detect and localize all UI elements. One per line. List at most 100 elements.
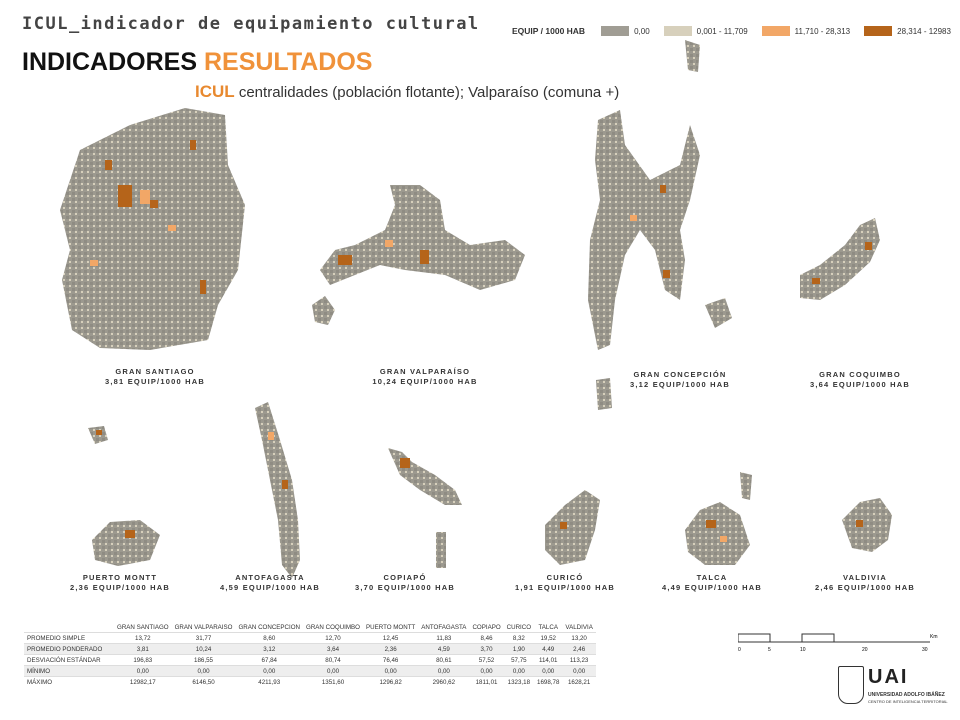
table-cell: 31,77 <box>171 632 236 644</box>
table-cell: 2,46 <box>562 643 596 655</box>
city-name: COPIAPÓ <box>383 573 427 582</box>
table-cell: 0,00 <box>235 665 304 677</box>
table-cell: 1628,21 <box>562 676 596 687</box>
map-gran-concepcion <box>588 40 732 410</box>
city-label-gran-concepcion: GRAN CONCEPCIÓN 3,12 EQUIP/1000 HAB <box>610 370 750 390</box>
legend-label: 0,00 <box>634 26 650 36</box>
row-label: PROMEDIO SIMPLE <box>24 632 114 644</box>
legend-label: 11,710 - 28,313 <box>794 26 851 36</box>
logo-line-1: UNIVERSIDAD ADOLFO IBÁÑEZ <box>868 692 945 698</box>
section-title-part-1: INDICADORES <box>22 48 198 76</box>
table-cell: 0,00 <box>534 665 563 677</box>
scale-tick: 5 <box>768 647 771 653</box>
table-cell: 57,52 <box>469 654 504 666</box>
city-label-copiapo: COPIAPÓ 3,70 EQUIP/1000 HAB <box>340 573 470 593</box>
table-cell: 67,84 <box>235 654 304 666</box>
table-column-header: GRAN VALPARAISO <box>171 622 236 633</box>
legend-item: 11,710 - 28,313 <box>761 26 851 36</box>
table-cell: 3,12 <box>235 643 304 655</box>
table-cell: 8,46 <box>469 632 504 644</box>
city-value: 3,70 EQUIP/1000 HAB <box>355 583 455 592</box>
table-cell: 8,60 <box>235 632 304 644</box>
city-name: VALDIVIA <box>842 573 888 582</box>
city-value: 2,46 EQUIP/1000 HAB <box>815 583 915 592</box>
scale-tick: 30 <box>922 647 928 653</box>
table-column-header: VALDIVIA <box>562 622 596 633</box>
table-column-header: GRAN COQUIMBO <box>303 622 363 633</box>
city-name: CURICÓ <box>546 573 584 582</box>
table-cell: 12,45 <box>363 632 419 644</box>
city-value: 4,59 EQUIP/1000 HAB <box>220 583 320 592</box>
scale-unit: Km <box>930 634 938 640</box>
city-value: 3,81 EQUIP/1000 HAB <box>105 377 205 386</box>
city-label-gran-santiago: GRAN SANTIAGO 3,81 EQUIP/1000 HAB <box>90 367 220 387</box>
table-cell: 0,00 <box>171 665 236 677</box>
table-cell: 1296,82 <box>363 676 419 687</box>
table-cell: 0,00 <box>469 665 504 677</box>
table-cell: 0,00 <box>363 665 419 677</box>
map-curico <box>545 490 600 565</box>
table-column-header: TALCA <box>534 622 563 633</box>
legend-label: 0,001 - 11,709 <box>696 26 748 36</box>
section-title-part-2: RESULTADOS <box>203 48 373 76</box>
city-value: 10,24 EQUIP/1000 HAB <box>372 377 478 386</box>
city-value: 4,49 EQUIP/1000 HAB <box>662 583 762 592</box>
city-value: 3,12 EQUIP/1000 HAB <box>630 380 730 389</box>
table-column-header: GRAN SANTIAGO <box>114 622 172 633</box>
legend-item: 28,314 - 12983 <box>864 26 951 36</box>
table-cell: 114,01 <box>534 654 563 666</box>
table-column-header: COPIAPO <box>469 622 504 633</box>
table-header-row: GRAN SANTIAGO GRAN VALPARAISO GRAN CONCE… <box>24 622 596 633</box>
legend-item: 0,001 - 11,709 <box>663 26 748 36</box>
table-cell: 19,52 <box>534 632 563 644</box>
scale-tick: 20 <box>862 647 868 653</box>
table-cell: 196,83 <box>114 654 172 666</box>
table-cell: 80,74 <box>303 654 363 666</box>
city-name: GRAN SANTIAGO <box>115 367 195 376</box>
table-cell: 1698,78 <box>534 676 563 687</box>
table-header-corner <box>24 622 114 633</box>
university-logo: UAI UNIVERSIDAD ADOLFO IBÁÑEZ CENTRO DE … <box>838 666 948 708</box>
city-name: PUERTO MONTT <box>82 573 158 582</box>
table-cell: 4,49 <box>534 643 563 655</box>
subtitle: ICUL centralidades (población flotante);… <box>195 82 619 102</box>
map-talca <box>685 472 752 565</box>
table-cell: 12,70 <box>303 632 363 644</box>
table-cell: 0,00 <box>503 665 535 677</box>
city-label-gran-valparaiso: GRAN VALPARAÍSO 10,24 EQUIP/1000 HAB <box>355 367 495 387</box>
table-column-header: ANTOFAGASTA <box>418 622 470 633</box>
legend-swatch <box>864 26 893 36</box>
table-cell: 0,00 <box>114 665 172 677</box>
city-label-puerto-montt: PUERTO MONTT 2,36 EQUIP/1000 HAB <box>55 573 185 593</box>
legend-swatch <box>663 26 692 36</box>
logo-line-2: CENTRO DE INTELIGENCIA TERRITORIAL <box>868 699 948 704</box>
legend-item: 0,00 <box>601 26 650 36</box>
table-cell: 3,81 <box>114 643 172 655</box>
city-name: GRAN CONCEPCIÓN <box>633 370 727 379</box>
city-name: GRAN COQUIMBO <box>819 370 901 379</box>
table-cell: 3,64 <box>303 643 363 655</box>
table-cell: 6146,50 <box>171 676 236 687</box>
table-row: PROMEDIO SIMPLE 13,72 31,77 8,60 12,70 1… <box>24 632 596 644</box>
subtitle-text: centralidades (población flotante); Valp… <box>238 84 620 101</box>
table-row: PROMEDIO PONDERADO 3,81 10,24 3,12 3,64 … <box>24 643 596 655</box>
table-cell: 11,83 <box>418 632 470 644</box>
table-cell: 0,00 <box>418 665 470 677</box>
table-column-header: CURICO <box>503 622 535 633</box>
table-cell: 13,72 <box>114 632 172 644</box>
scale-tick: 0 <box>738 647 741 653</box>
scale-bar: 0 5 10 20 30 Km <box>738 633 938 653</box>
document-title: ICUL_indicador de equipamiento cultural <box>22 14 480 34</box>
table-cell: 1351,60 <box>303 676 363 687</box>
table-cell: 4,59 <box>418 643 470 655</box>
table-cell: 76,46 <box>363 654 419 666</box>
city-value: 2,36 EQUIP/1000 HAB <box>70 583 170 592</box>
city-value: 3,64 EQUIP/1000 HAB <box>810 380 910 389</box>
table-cell: 80,61 <box>418 654 470 666</box>
table-cell: 8,32 <box>503 632 535 644</box>
city-label-curico: CURICÓ 1,91 EQUIP/1000 HAB <box>500 573 630 593</box>
city-label-antofagasta: ANTOFAGASTA 4,59 EQUIP/1000 HAB <box>205 573 335 593</box>
table-cell: 0,00 <box>562 665 596 677</box>
legend-swatch <box>601 26 630 36</box>
legend-swatch <box>761 26 790 36</box>
